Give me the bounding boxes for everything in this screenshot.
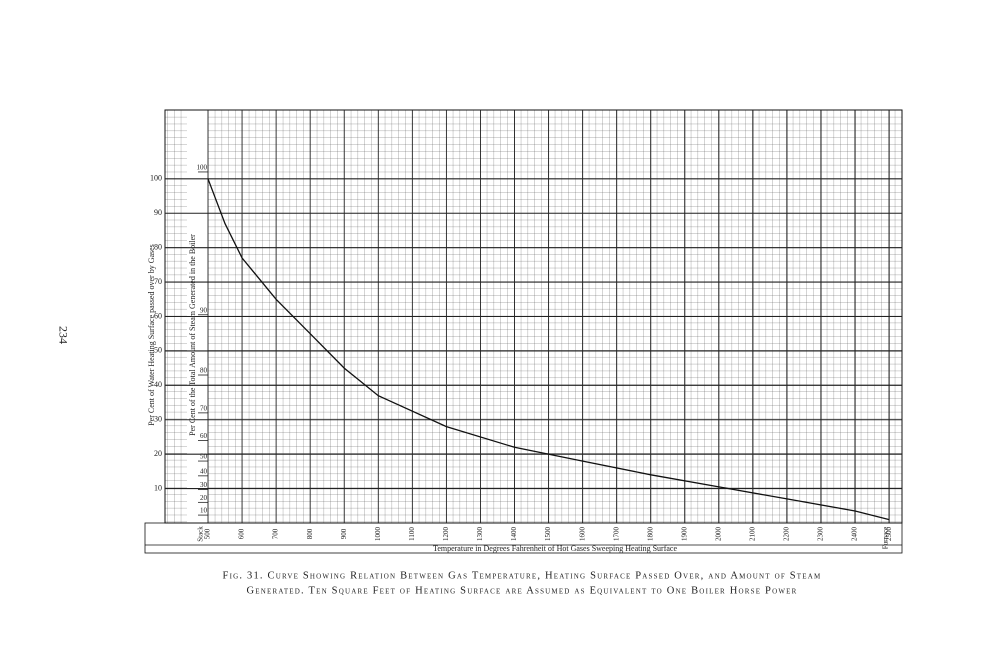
x-axis-label: Temperature in Degrees Fahrenheit of Hot… [433, 544, 677, 553]
caption-line: Generated. Ten Square Feet of Heating Su… [246, 585, 797, 596]
caption-line: Fig. 31. Curve Showing Relation Between … [223, 570, 822, 581]
y-tick-label: 50 [154, 346, 162, 355]
page-number: 234 [56, 326, 70, 344]
x-tick-label: 2300 [817, 527, 825, 542]
x-end-label: Furnace [882, 527, 890, 550]
x-tick-label: 900 [340, 528, 348, 539]
y-tick-label: 70 [154, 277, 162, 286]
x-tick-label: 1400 [510, 527, 518, 542]
y-tick-label: 20 [154, 449, 162, 458]
x-tick-label: 1500 [544, 527, 552, 542]
x-tick-label: 1300 [476, 527, 484, 542]
x-tick-label: 2500 [885, 527, 893, 542]
y-axis-label: Per Cent of Water Heating Surface passed… [147, 244, 156, 426]
y2-tick-label: 80 [200, 367, 208, 375]
y2-tick-label: 90 [200, 306, 208, 314]
y2-tick-label: 60 [200, 432, 208, 440]
y-tick-label: 90 [154, 208, 162, 217]
y2-tick-label: 70 [200, 404, 208, 412]
y-tick-label: 40 [154, 380, 162, 389]
y2-tick-label: 20 [200, 494, 208, 502]
y2-tick-label: 30 [200, 481, 208, 489]
y2-tick-label: 100 [197, 164, 208, 172]
x-tick-label: 2000 [715, 527, 723, 542]
x-tick-label: 1000 [374, 527, 382, 542]
y-tick-label: 100 [150, 174, 162, 183]
y2-axis-label: Per Cent of the Total Amount of Steam Ge… [188, 234, 197, 436]
x-tick-label: 2400 [851, 527, 859, 542]
x-tick-label: 1100 [408, 527, 416, 541]
x-tick-label: 2100 [749, 527, 757, 542]
x-strip [144, 522, 903, 554]
curve [207, 178, 890, 521]
y-tick-label: 30 [154, 415, 162, 424]
y-tick-label: 80 [154, 242, 162, 251]
y-tick-label: 10 [154, 483, 162, 492]
x-tick-label: 500 [204, 528, 212, 539]
x-start-label: Stack [197, 526, 205, 542]
y2-tick-label: 40 [200, 467, 208, 475]
x-tick-label: 700 [272, 528, 280, 539]
x-tick-label: 1800 [646, 527, 654, 542]
y2-tick-label: 10 [200, 507, 208, 515]
y-tick-label: 60 [154, 311, 162, 320]
x-tick-label: 1600 [578, 527, 586, 542]
x-tick-label: 1900 [680, 527, 688, 542]
x-tick-label: 1200 [442, 527, 450, 542]
x-tick-label: 1700 [612, 527, 620, 542]
x-tick-label: 600 [238, 528, 246, 539]
x-tick-label: 800 [306, 528, 314, 539]
y2-tick-label: 50 [200, 453, 208, 461]
x-tick-label: 2200 [783, 527, 791, 542]
